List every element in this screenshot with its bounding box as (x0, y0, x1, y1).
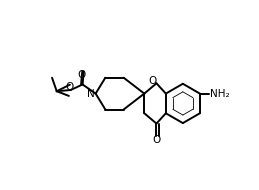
Text: N: N (87, 89, 95, 99)
Text: O: O (148, 76, 156, 86)
Text: O: O (66, 82, 74, 92)
Text: O: O (152, 135, 161, 145)
Text: NH₂: NH₂ (210, 89, 230, 99)
Text: O: O (78, 70, 86, 80)
